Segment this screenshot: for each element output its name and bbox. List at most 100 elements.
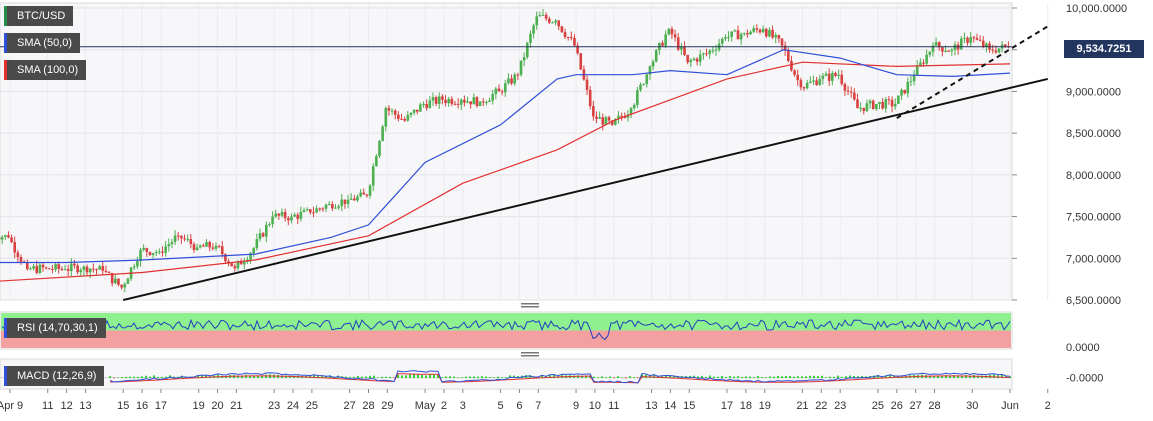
rsi-tick-label: 0.0000 [1066,342,1100,354]
candle-body [290,217,293,221]
candle-body [793,70,796,74]
candle-body [573,38,576,46]
candle-body [425,104,428,108]
candle-body [57,264,60,269]
candle-body [686,55,689,62]
rsi-legend[interactable]: RSI (14,70,30,1) [4,318,106,338]
macd-hist-bar [425,376,427,379]
macd-hist-bar [789,376,791,378]
candle-body [212,247,215,248]
macd-hist-bar [429,374,431,378]
candle-body [652,62,655,67]
candle-body [941,47,944,51]
candle-body [822,76,825,79]
candle-body [853,93,856,100]
sma50-legend[interactable]: SMA (50,0) [4,33,80,53]
macd-hist-bar [353,377,355,378]
candle-body [756,28,759,30]
macd-hist-bar [453,377,455,379]
macd-hist-bar [741,377,743,378]
candle-body [318,208,321,209]
macd-hist-bar [485,377,487,379]
candle-body [903,90,906,93]
candle-body [840,75,843,84]
candle-body [300,212,303,219]
candle-body [834,73,837,76]
candle-body [564,32,567,37]
macd-hist-bar [821,376,823,378]
macd-hist-bar [637,378,639,379]
macd-hist-bar [757,376,759,378]
candle-body [391,111,394,112]
candle-body [362,193,365,195]
macd-hist-bar [769,376,771,378]
macd-hist-bar [601,376,603,378]
candle-body [998,48,1001,52]
price-tick-label: 7,500.0000 [1066,212,1121,224]
macd-hist-bar [409,375,411,379]
candle-body [268,224,271,225]
candle-body [221,246,224,254]
candle-body [884,99,887,108]
candle-body [435,97,438,104]
x-tick-label: 3 [460,400,466,412]
macd-hist-bar [137,377,139,378]
candle-body [809,82,812,83]
price-panel-bg [0,3,1012,300]
candle-body [847,91,850,92]
candle-body [469,101,472,104]
macd-hist-bar [785,376,787,378]
x-tick-label: 25 [872,400,884,412]
rsi-panel[interactable] [1,313,1011,348]
candle-body [869,101,872,104]
candle-body [413,110,416,113]
x-tick-label: 21 [230,400,242,412]
candle-body [702,53,705,54]
candle-body [960,39,963,50]
candle-body [831,73,834,81]
macd-hist-bar [117,377,119,378]
instrument-label[interactable]: BTC/USD [4,6,73,26]
macd-hist-bar [433,375,435,379]
sma100-legend[interactable]: SMA (100,0) [4,60,86,80]
candle-body [17,253,20,258]
x-tick-label: 18 [740,400,752,412]
candle-body [205,242,208,247]
x-tick-label: 22 [815,400,827,412]
candle-body [158,252,161,253]
candle-body [460,100,463,105]
candle-body [293,215,296,217]
x-tick-label: 29 [381,400,393,412]
macd-hist-bar [773,377,775,378]
candle-body [771,30,774,38]
candle-body [982,41,985,47]
candle-body [419,104,422,111]
macd-hist-bar [349,377,351,378]
candle-body [394,111,397,115]
x-tick-label: 28 [362,400,374,412]
macd-hist-bar [597,377,599,378]
candle-body [664,34,667,45]
candle-body [523,57,526,60]
x-tick-label: Apr 9 [0,400,23,412]
candle-body [444,100,447,103]
current-price-badge: 9,534.7251 [1064,40,1144,58]
candle-body [878,102,881,104]
candle-body [608,117,611,120]
x-tick-label: 10 [589,400,601,412]
candle-body [230,263,233,266]
macd-hist-bar [405,375,407,378]
macd-panel-bg [0,359,1012,389]
candle-body [586,80,589,90]
candle-body [759,30,762,32]
macd-hist-bar [617,376,619,378]
price-tick-label: 8,500.0000 [1066,128,1121,140]
candle-body [828,74,831,81]
candle-body [136,261,139,266]
candle-body [328,204,331,205]
candle-body [133,266,136,267]
candle-body [803,87,806,88]
candle-body [123,284,126,288]
macd-hist-bar [705,377,707,378]
macd-legend[interactable]: MACD (12,26,9) [4,366,104,386]
